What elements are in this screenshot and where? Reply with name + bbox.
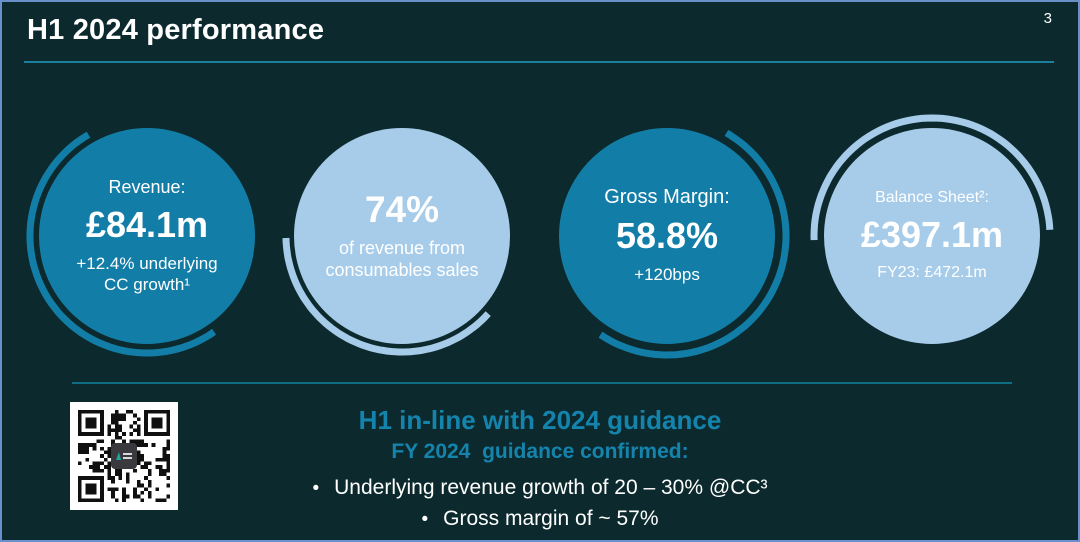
- qr-modules: [78, 410, 170, 502]
- consumables-arc: [282, 237, 491, 356]
- qr-logo-mark-icon: [116, 452, 121, 460]
- guidance-bullet-1: • Underlying revenue growth of 20 – 30% …: [312, 475, 768, 499]
- consumables-value: 74%: [364, 188, 440, 230]
- metric-badge-revenue: Revenue: £84.1m +12.4% underlying CC gro…: [22, 111, 272, 361]
- guidance-section: H1 in-line with 2024 guidance FY 2024 gu…: [2, 405, 1078, 532]
- page-number: 3: [1043, 10, 1052, 27]
- gross-margin-value: 58.8%: [615, 215, 719, 257]
- guidance-bullet-2: • Gross margin of ~ 57%: [421, 506, 659, 530]
- revenue-label: Revenue:: [108, 176, 186, 197]
- balance-sheet-note: FY23: £472.1m: [877, 264, 987, 281]
- metric-badge-gross-margin: Gross Margin: 58.8% +120bps: [542, 111, 792, 361]
- balance-sheet-arc: [810, 114, 1054, 241]
- page-title: H1 2024 performance: [27, 14, 325, 46]
- balance-sheet-circle: Balance Sheet²: £397.1m FY23: £472.1m: [824, 128, 1040, 344]
- consumables-circle: 74% of revenue from consumables sales: [294, 128, 510, 344]
- guidance-bullet-list: • Underlying revenue growth of 20 – 30% …: [312, 475, 767, 532]
- guidance-headline: H1 in-line with 2024 guidance: [358, 405, 722, 435]
- bullet-icon: •: [312, 477, 320, 499]
- guidance-subheadline: FY 2024 guidance confirmed:: [391, 439, 689, 463]
- gross-margin-circle: Gross Margin: 58.8% +120bps: [559, 128, 775, 344]
- revenue-value: £84.1m: [85, 203, 209, 245]
- revenue-arc: [26, 131, 217, 357]
- revenue-circle: Revenue: £84.1m +12.4% underlying CC gro…: [39, 128, 255, 344]
- qr-logo: [111, 443, 137, 469]
- title-underline: [24, 61, 1054, 63]
- qr-logo-text-lines: [123, 453, 132, 459]
- balance-sheet-label: Balance Sheet²:: [875, 189, 989, 206]
- gross-margin-arc: [598, 129, 790, 359]
- qr-code: [70, 402, 178, 510]
- section-divider: [72, 382, 1012, 384]
- bullet-icon: •: [421, 508, 429, 530]
- consumables-note: of revenue from consumables sales: [325, 237, 479, 281]
- revenue-note: +12.4% underlying CC growth¹: [76, 253, 218, 294]
- metric-badge-consumables: 74% of revenue from consumables sales: [277, 111, 527, 361]
- metric-badge-balance-sheet: Balance Sheet²: £397.1m FY23: £472.1m: [807, 111, 1057, 361]
- gross-margin-note: +120bps: [634, 265, 700, 285]
- gross-margin-label: Gross Margin:: [604, 186, 730, 209]
- balance-sheet-value: £397.1m: [860, 214, 1004, 255]
